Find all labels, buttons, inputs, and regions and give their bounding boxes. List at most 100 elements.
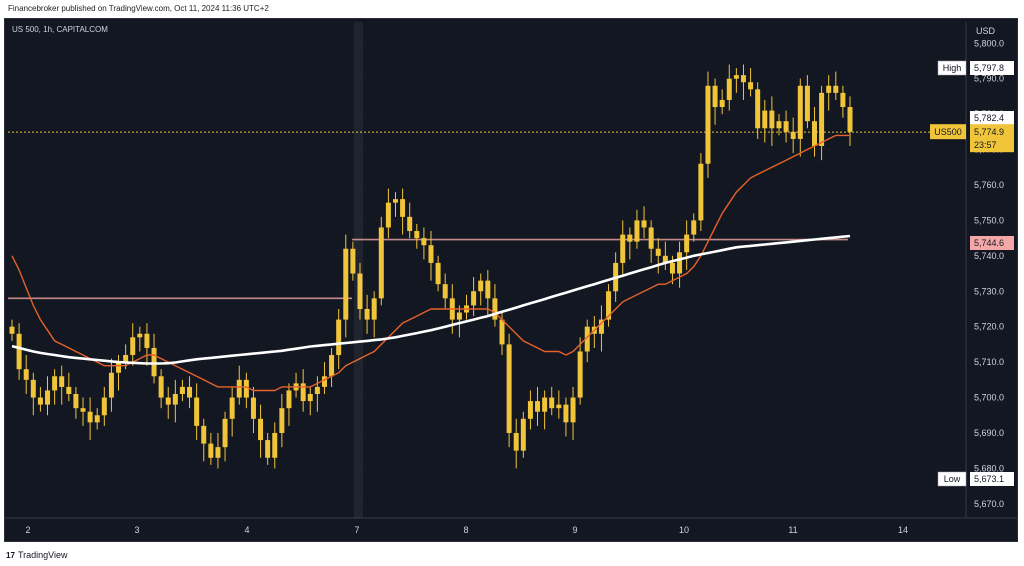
candle-body xyxy=(726,78,732,100)
candle-body xyxy=(52,376,58,391)
x-tick-label: 4 xyxy=(244,525,249,535)
y-tick-label: 5,800.0 xyxy=(974,38,1004,48)
candle-body xyxy=(456,312,462,320)
candle-body xyxy=(37,397,43,405)
candle-body xyxy=(513,432,519,451)
candle-body xyxy=(769,110,775,129)
price-tag-label: High xyxy=(943,63,962,73)
price-tag-box xyxy=(937,60,967,76)
candle-body xyxy=(712,85,718,108)
candle-body xyxy=(428,245,434,263)
candle-body xyxy=(364,308,370,320)
candles xyxy=(9,64,853,469)
symbol-tag-box xyxy=(930,124,966,140)
price-value-box xyxy=(970,472,1014,486)
candle-body xyxy=(45,390,51,405)
candle-body xyxy=(329,355,335,377)
candle-body xyxy=(471,291,477,306)
y-tick-label: 5,710.0 xyxy=(974,357,1004,367)
y-tick-label: 5,670.0 xyxy=(974,499,1004,509)
price-tag-label: Low xyxy=(944,474,961,484)
candle-body xyxy=(606,291,612,320)
candle-body xyxy=(123,355,129,363)
price-labels: High 5,797.8 5,782.4 5,744.6 Low 5,673.1 US500… xyxy=(930,60,1014,487)
candle-body xyxy=(407,216,413,232)
price-value-box xyxy=(970,111,1014,125)
candle-body xyxy=(499,319,505,345)
y-tick-label: 5,730.0 xyxy=(974,286,1004,296)
candle-body xyxy=(80,408,86,412)
candle-body xyxy=(73,394,79,409)
x-tick-label: 11 xyxy=(788,525,797,535)
candle-body xyxy=(250,397,256,419)
candle-body xyxy=(236,379,242,398)
x-tick-label: 14 xyxy=(898,525,908,535)
candle-body xyxy=(790,131,796,139)
candle-body xyxy=(343,248,349,320)
candle-body xyxy=(314,386,320,394)
candle-body xyxy=(222,418,228,448)
candle-body xyxy=(819,92,825,146)
candle-body xyxy=(385,202,391,228)
candle-body xyxy=(286,390,292,409)
candle-body xyxy=(400,199,406,217)
price-value-label: 5,782.4 xyxy=(974,113,1004,123)
candle-body xyxy=(151,347,157,377)
candle-body xyxy=(172,394,178,405)
candle-body xyxy=(137,333,143,338)
candle-body xyxy=(598,319,604,334)
candle-body xyxy=(762,110,768,129)
candle-body xyxy=(442,284,448,299)
candle-body xyxy=(130,337,136,356)
candle-body xyxy=(229,397,235,419)
candle-body xyxy=(520,418,526,451)
candle-body xyxy=(87,411,93,423)
candle-body xyxy=(279,408,285,433)
candle-body xyxy=(215,447,221,458)
candle-body xyxy=(584,326,590,352)
candle-body xyxy=(570,397,576,423)
tradingview-logo-icon: 17 xyxy=(6,551,15,560)
y-tick-label: 5,720.0 xyxy=(974,322,1004,332)
x-tick-label: 8 xyxy=(463,525,468,535)
candle-body xyxy=(357,273,363,309)
y-tick-label: 5,760.0 xyxy=(974,180,1004,190)
y-tick-label: 5,700.0 xyxy=(974,393,1004,403)
candle-body xyxy=(705,85,711,164)
candle-body xyxy=(847,107,853,132)
chart-title: US 500, 1h, CAPITALCOM xyxy=(12,25,108,34)
candle-body xyxy=(208,443,214,458)
candle-body xyxy=(733,75,739,79)
candle-body xyxy=(669,262,675,274)
candle-body xyxy=(577,351,583,398)
candle-body xyxy=(165,397,171,405)
candle-body xyxy=(662,255,668,263)
price-tag-box xyxy=(937,471,967,487)
candle-body xyxy=(698,163,704,221)
candle-body xyxy=(648,227,654,249)
y-tick-label: 5,790.0 xyxy=(974,74,1004,84)
candle-body xyxy=(755,89,761,129)
candle-body xyxy=(556,404,562,409)
chart-frame[interactable] xyxy=(4,18,1018,542)
price-axis: 5,670.0 5,680.0 5,690.0 5,700.0 5,710.0 5,720… xyxy=(965,22,1004,518)
candle-body xyxy=(527,401,533,419)
y-tick-label: 5,680.0 xyxy=(974,463,1004,473)
countdown-label: 23:57 xyxy=(974,140,997,150)
candle-body xyxy=(272,432,278,458)
y-tick-label: 5,690.0 xyxy=(974,428,1004,438)
candle-body xyxy=(826,85,832,93)
candle-body xyxy=(492,298,498,320)
candle-body xyxy=(258,418,264,441)
candle-body xyxy=(144,333,150,348)
candle-body xyxy=(677,252,683,274)
y-tick-label: 5,740.0 xyxy=(974,251,1004,261)
candle-body xyxy=(392,199,398,203)
candle-body xyxy=(804,85,810,122)
candle-body xyxy=(797,85,803,139)
candle-body xyxy=(478,280,484,292)
candle-body xyxy=(435,262,441,285)
candle-body xyxy=(620,234,626,263)
candle-body xyxy=(748,82,754,90)
